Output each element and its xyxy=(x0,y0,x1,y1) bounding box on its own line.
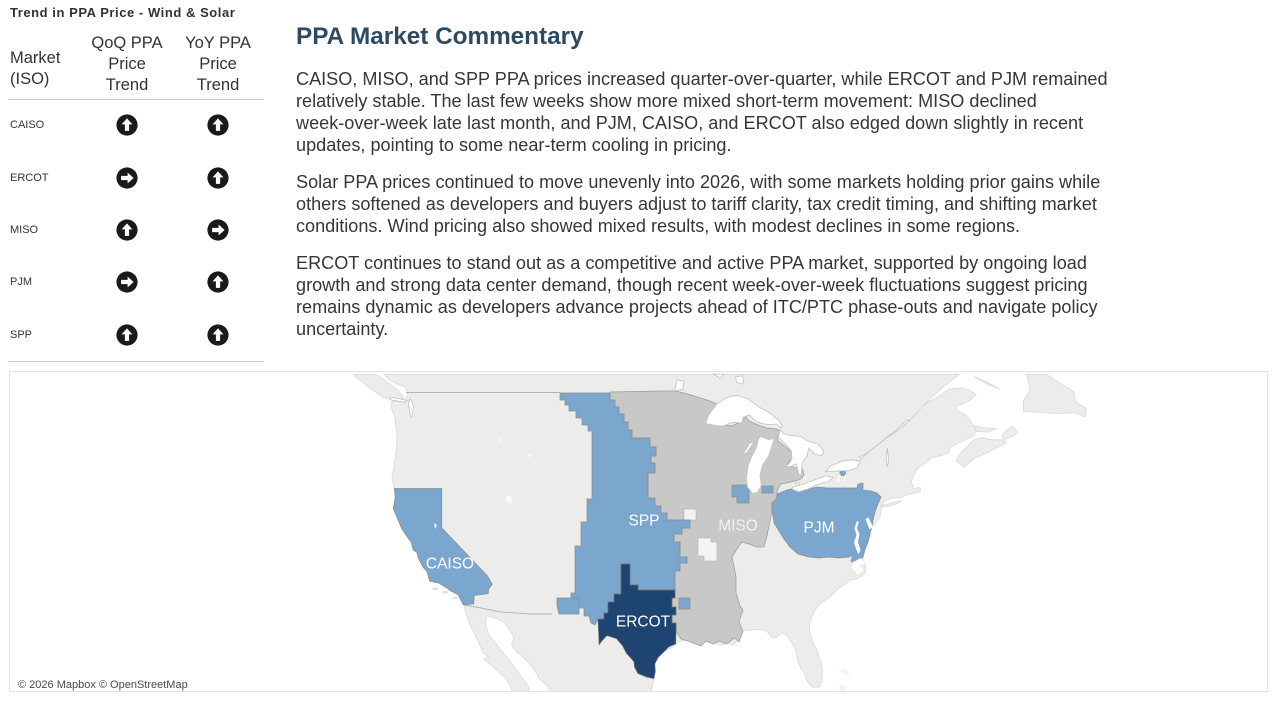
svg-text:CAISO: CAISO xyxy=(426,556,474,573)
svg-text:© 2026 Mapbox © OpenStreetMap: © 2026 Mapbox © OpenStreetMap xyxy=(18,679,188,691)
svg-text:SPP: SPP xyxy=(628,513,659,530)
svg-text:PJM: PJM xyxy=(804,520,835,537)
svg-text:ERCOT: ERCOT xyxy=(616,614,671,631)
svg-text:MISO: MISO xyxy=(718,518,758,535)
